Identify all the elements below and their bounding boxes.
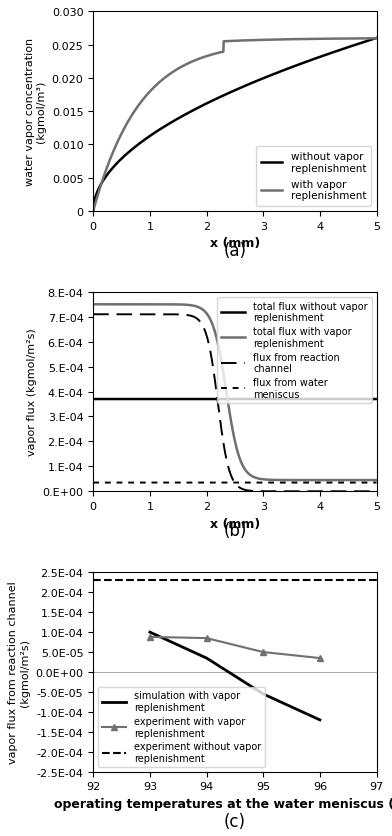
Legend: without vapor
replenishment, with vapor
replenishment: without vapor replenishment, with vapor … [256,146,371,206]
total flux with vapor
replenishment [368,476,373,486]
X-axis label: x (mm): x (mm) [210,237,260,250]
experiment with vapor
replenishment [147,632,152,642]
Line: experiment with vapor
replenishment: experiment with vapor replenishment [146,634,323,662]
flux from reaction
channel [338,487,343,497]
total flux with vapor
replenishment [91,300,96,310]
without vapor
replenishment [285,64,290,74]
without vapor
replenishment [317,53,321,63]
with vapor
replenishment [317,35,321,45]
flux from reaction
channel [140,310,145,320]
Y-axis label: vapor flux (kgmol/m²s): vapor flux (kgmol/m²s) [27,329,37,456]
Line: with vapor
replenishment: with vapor replenishment [93,39,377,212]
without vapor
replenishment [216,94,220,104]
flux from water
meniscus [338,478,343,488]
Line: without vapor
replenishment: without vapor replenishment [93,39,377,212]
experiment with vapor
replenishment [261,647,265,657]
total flux without vapor
replenishment [338,395,343,405]
experiment with vapor
replenishment [318,653,322,663]
total flux with vapor
replenishment [212,325,216,335]
with vapor
replenishment [216,48,220,59]
total flux without vapor
replenishment [212,395,216,405]
without vapor
replenishment [205,99,210,109]
X-axis label: x (mm): x (mm) [210,517,260,530]
Line: simulation with vapor
replenishment: simulation with vapor replenishment [150,632,320,720]
total flux without vapor
replenishment [123,395,128,405]
Text: (c): (c) [224,812,246,829]
flux from water
meniscus [374,478,379,488]
flux from reaction
channel [368,487,373,497]
without vapor
replenishment [91,206,96,217]
total flux without vapor
replenishment [91,395,96,405]
without vapor
replenishment [374,34,379,44]
flux from water
meniscus [368,478,373,488]
total flux with vapor
replenishment [123,300,128,310]
flux from water
meniscus [140,478,145,488]
with vapor
replenishment [374,34,379,44]
flux from reaction
channel [200,319,204,329]
flux from reaction
channel [91,310,96,320]
simulation with vapor
replenishment [318,715,322,725]
flux from water
meniscus [200,478,204,488]
simulation with vapor
replenishment [261,689,265,699]
Text: (a): (a) [223,242,247,259]
flux from water
meniscus [123,478,128,488]
X-axis label: operating temperatures at the water meniscus (°C): operating temperatures at the water meni… [54,797,392,810]
total flux without vapor
replenishment [368,395,373,405]
total flux without vapor
replenishment [140,395,145,405]
total flux without vapor
replenishment [200,395,204,405]
flux from reaction
channel [212,370,216,380]
Legend: total flux without vapor
replenishment, total flux with vapor
replenishment, flu: total flux without vapor replenishment, … [217,298,372,403]
simulation with vapor
replenishment [147,627,152,637]
with vapor
replenishment [205,52,210,62]
Text: (b): (b) [223,522,247,539]
Line: flux from reaction
channel: flux from reaction channel [93,315,377,492]
flux from water
meniscus [91,478,96,488]
flux from water
meniscus [212,478,216,488]
with vapor
replenishment [91,206,96,217]
Y-axis label: water vapor concentration
(kgmol/m³): water vapor concentration (kgmol/m³) [25,38,46,186]
total flux with vapor
replenishment [374,476,379,486]
experiment with vapor
replenishment [204,634,209,644]
Line: total flux with vapor
replenishment: total flux with vapor replenishment [93,305,377,481]
flux from reaction
channel [374,487,379,497]
Y-axis label: vapor flux from reaction channel
(kgmol/m²s): vapor flux from reaction channel (kgmol/… [8,581,30,763]
flux from reaction
channel [123,310,128,320]
simulation with vapor
replenishment [204,653,209,663]
with vapor
replenishment [285,35,290,45]
without vapor
replenishment [312,55,316,65]
with vapor
replenishment [312,35,316,45]
total flux with vapor
replenishment [200,304,204,314]
total flux with vapor
replenishment [338,476,343,486]
total flux with vapor
replenishment [140,300,145,310]
without vapor
replenishment [120,154,125,164]
Legend: simulation with vapor
replenishment, experiment with vapor
replenishment, experi: simulation with vapor replenishment, exp… [98,686,265,767]
total flux without vapor
replenishment [374,395,379,405]
with vapor
replenishment [120,128,125,138]
